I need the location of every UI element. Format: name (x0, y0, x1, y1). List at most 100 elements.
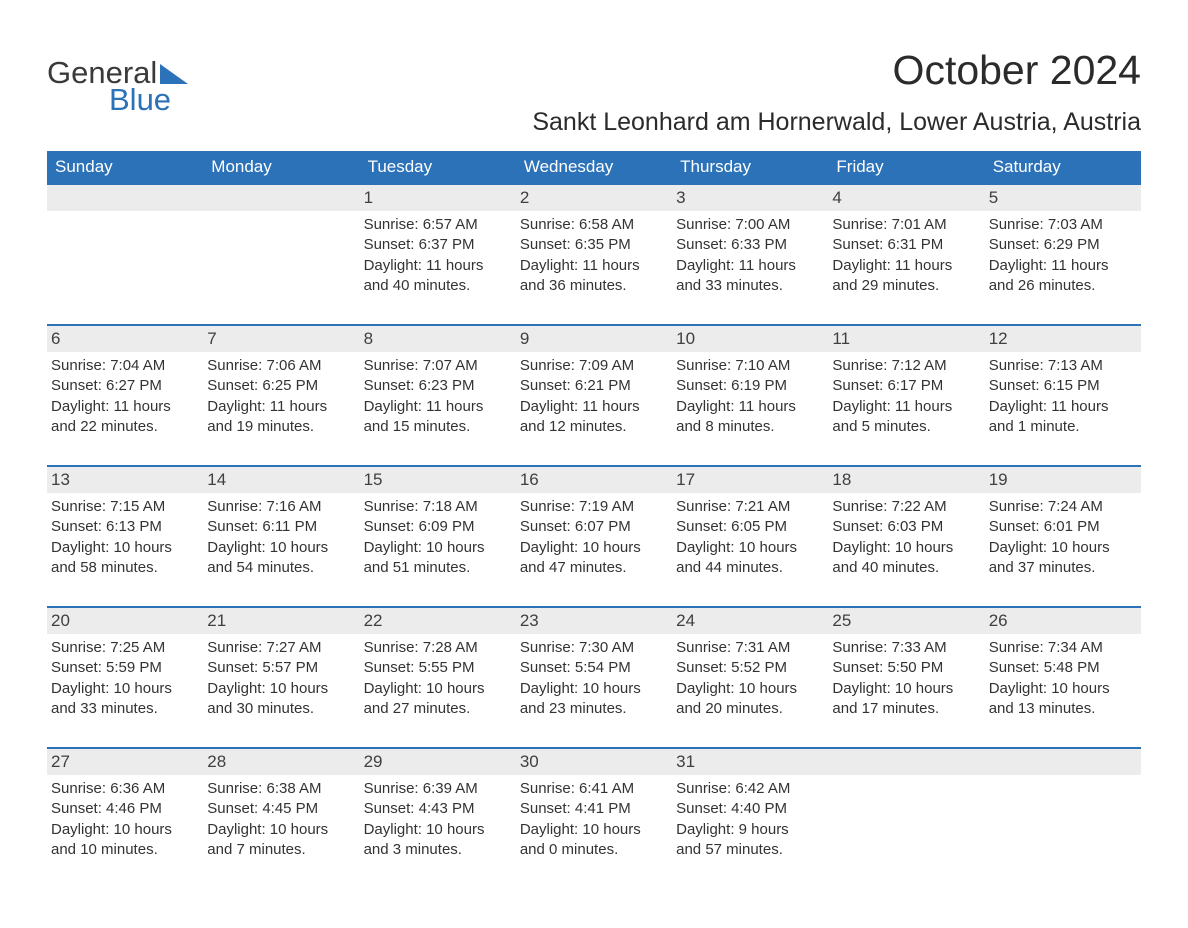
day-content-cell: Sunrise: 6:58 AMSunset: 6:35 PMDaylight:… (516, 211, 672, 325)
daylight-line: and 12 minutes. (520, 417, 664, 437)
daylight-line: Daylight: 10 hours (520, 679, 664, 699)
day-content-cell: Sunrise: 7:25 AMSunset: 5:59 PMDaylight:… (47, 634, 203, 748)
day-content-cell: Sunrise: 7:00 AMSunset: 6:33 PMDaylight:… (672, 211, 828, 325)
day-content-cell: Sunrise: 7:22 AMSunset: 6:03 PMDaylight:… (828, 493, 984, 607)
sunset-line: Sunset: 4:43 PM (364, 799, 508, 819)
weekday-header: Monday (203, 151, 359, 184)
day-content-cell: Sunrise: 6:39 AMSunset: 4:43 PMDaylight:… (360, 775, 516, 888)
daylight-line: and 13 minutes. (989, 699, 1133, 719)
daylight-line: Daylight: 10 hours (51, 820, 195, 840)
sunset-line: Sunset: 6:11 PM (207, 517, 351, 537)
day-number-cell: 28 (203, 748, 359, 775)
daylight-line: Daylight: 10 hours (832, 538, 976, 558)
day-content-cell: Sunrise: 7:28 AMSunset: 5:55 PMDaylight:… (360, 634, 516, 748)
daylight-line: Daylight: 10 hours (51, 538, 195, 558)
day-number-cell: 11 (828, 325, 984, 352)
sunrise-line: Sunrise: 7:25 AM (51, 638, 195, 658)
day-number-cell: 23 (516, 607, 672, 634)
day-content-cell: Sunrise: 7:03 AMSunset: 6:29 PMDaylight:… (985, 211, 1141, 325)
daylight-line: and 58 minutes. (51, 558, 195, 578)
sunrise-line: Sunrise: 7:15 AM (51, 497, 195, 517)
sunset-line: Sunset: 6:09 PM (364, 517, 508, 537)
sunset-line: Sunset: 5:55 PM (364, 658, 508, 678)
day-content-cell: Sunrise: 7:15 AMSunset: 6:13 PMDaylight:… (47, 493, 203, 607)
sunset-line: Sunset: 5:54 PM (520, 658, 664, 678)
day-content-cell: Sunrise: 7:01 AMSunset: 6:31 PMDaylight:… (828, 211, 984, 325)
sunrise-line: Sunrise: 7:07 AM (364, 356, 508, 376)
weekday-header: Thursday (672, 151, 828, 184)
daylight-line: and 19 minutes. (207, 417, 351, 437)
day-number-cell: 16 (516, 466, 672, 493)
day-content-cell: Sunrise: 7:21 AMSunset: 6:05 PMDaylight:… (672, 493, 828, 607)
day-content-cell: Sunrise: 6:42 AMSunset: 4:40 PMDaylight:… (672, 775, 828, 888)
day-number-cell: 24 (672, 607, 828, 634)
daylight-line: Daylight: 10 hours (364, 538, 508, 558)
day-content-cell: Sunrise: 7:06 AMSunset: 6:25 PMDaylight:… (203, 352, 359, 466)
month-title: October 2024 (532, 47, 1141, 94)
day-number-cell: 12 (985, 325, 1141, 352)
day-number-row: 2728293031 (47, 748, 1141, 775)
day-number-cell: 22 (360, 607, 516, 634)
daylight-line: Daylight: 10 hours (364, 820, 508, 840)
daylight-line: Daylight: 11 hours (364, 397, 508, 417)
sunset-line: Sunset: 6:21 PM (520, 376, 664, 396)
sunset-line: Sunset: 6:01 PM (989, 517, 1133, 537)
day-content-cell: Sunrise: 7:19 AMSunset: 6:07 PMDaylight:… (516, 493, 672, 607)
sunrise-line: Sunrise: 7:10 AM (676, 356, 820, 376)
sunset-line: Sunset: 5:48 PM (989, 658, 1133, 678)
day-number-cell (985, 748, 1141, 775)
day-content-cell: Sunrise: 7:12 AMSunset: 6:17 PMDaylight:… (828, 352, 984, 466)
sunset-line: Sunset: 6:07 PM (520, 517, 664, 537)
logo-text-blue: Blue (109, 84, 188, 115)
day-number-cell: 15 (360, 466, 516, 493)
day-number-cell: 27 (47, 748, 203, 775)
daylight-line: Daylight: 11 hours (832, 256, 976, 276)
daylight-line: and 15 minutes. (364, 417, 508, 437)
sunrise-line: Sunrise: 7:06 AM (207, 356, 351, 376)
daylight-line: Daylight: 10 hours (520, 820, 664, 840)
daylight-line: Daylight: 10 hours (207, 679, 351, 699)
sunrise-line: Sunrise: 7:28 AM (364, 638, 508, 658)
sunset-line: Sunset: 6:03 PM (832, 517, 976, 537)
weekday-header: Saturday (985, 151, 1141, 184)
sunset-line: Sunset: 4:46 PM (51, 799, 195, 819)
day-content-cell: Sunrise: 7:13 AMSunset: 6:15 PMDaylight:… (985, 352, 1141, 466)
day-content-cell: Sunrise: 7:30 AMSunset: 5:54 PMDaylight:… (516, 634, 672, 748)
daylight-line: and 51 minutes. (364, 558, 508, 578)
sunrise-line: Sunrise: 7:04 AM (51, 356, 195, 376)
daylight-line: and 30 minutes. (207, 699, 351, 719)
day-number-cell (828, 748, 984, 775)
day-number-cell: 31 (672, 748, 828, 775)
day-content-cell: Sunrise: 7:04 AMSunset: 6:27 PMDaylight:… (47, 352, 203, 466)
sunset-line: Sunset: 6:25 PM (207, 376, 351, 396)
sunrise-line: Sunrise: 7:00 AM (676, 215, 820, 235)
day-number-cell: 8 (360, 325, 516, 352)
sunrise-line: Sunrise: 7:27 AM (207, 638, 351, 658)
day-content-cell: Sunrise: 7:07 AMSunset: 6:23 PMDaylight:… (360, 352, 516, 466)
sunrise-line: Sunrise: 7:01 AM (832, 215, 976, 235)
daylight-line: and 20 minutes. (676, 699, 820, 719)
sunrise-line: Sunrise: 7:03 AM (989, 215, 1133, 235)
day-content-cell (47, 211, 203, 325)
day-number-row: 20212223242526 (47, 607, 1141, 634)
sunrise-line: Sunrise: 6:36 AM (51, 779, 195, 799)
daylight-line: Daylight: 10 hours (51, 679, 195, 699)
daylight-line: and 57 minutes. (676, 840, 820, 860)
day-number-cell (203, 184, 359, 211)
daylight-line: and 37 minutes. (989, 558, 1133, 578)
daylight-line: Daylight: 10 hours (207, 820, 351, 840)
day-content-row: Sunrise: 6:57 AMSunset: 6:37 PMDaylight:… (47, 211, 1141, 325)
sunset-line: Sunset: 6:17 PM (832, 376, 976, 396)
location-subtitle: Sankt Leonhard am Hornerwald, Lower Aust… (532, 108, 1141, 137)
day-content-cell: Sunrise: 7:34 AMSunset: 5:48 PMDaylight:… (985, 634, 1141, 748)
daylight-line: Daylight: 11 hours (676, 256, 820, 276)
daylight-line: Daylight: 10 hours (207, 538, 351, 558)
day-number-row: 12345 (47, 184, 1141, 211)
sunrise-line: Sunrise: 7:22 AM (832, 497, 976, 517)
sunset-line: Sunset: 5:50 PM (832, 658, 976, 678)
day-number-cell: 1 (360, 184, 516, 211)
sunrise-line: Sunrise: 7:33 AM (832, 638, 976, 658)
day-content-row: Sunrise: 6:36 AMSunset: 4:46 PMDaylight:… (47, 775, 1141, 888)
weekday-header: Tuesday (360, 151, 516, 184)
day-content-cell (828, 775, 984, 888)
